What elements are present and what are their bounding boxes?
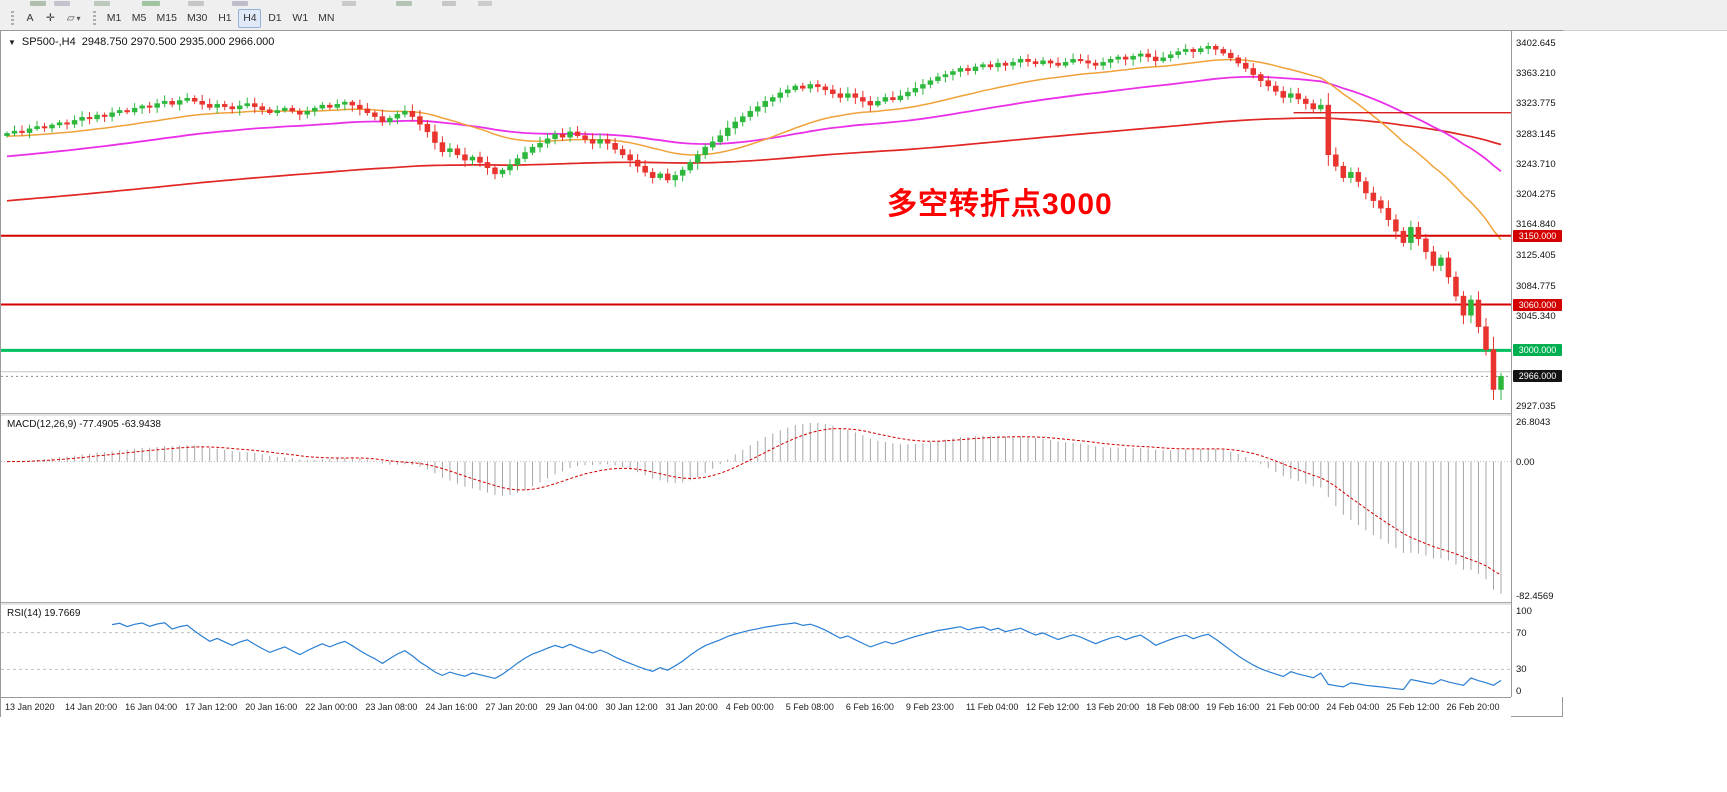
price-scale-tick: 3045.340 — [1516, 310, 1556, 322]
main-chart-pane[interactable]: ▼ SP500-,H4 2948.750 2970.500 2935.000 2… — [1, 31, 1511, 413]
pane-splitter[interactable] — [1, 602, 1562, 605]
price-scale-tick: 3283.145 — [1516, 129, 1556, 141]
time-tick: 5 Feb 08:00 — [785, 702, 834, 712]
time-tick: 26 Feb 20:00 — [1446, 702, 1500, 712]
price-tag-3150.000: 3150.000 — [1513, 229, 1562, 242]
symbol-label: SP500-,H4 — [21, 36, 76, 48]
draw-tools-dropdown[interactable]: ▱ ▾ — [61, 9, 87, 28]
rsi-label: RSI(14) 19.7669 — [7, 608, 81, 619]
timeframe-button-m1[interactable]: M1 — [103, 9, 126, 28]
text-tool-button[interactable]: A — [20, 9, 40, 28]
time-tick: 6 Feb 16:00 — [845, 702, 894, 712]
time-tick: 24 Feb 04:00 — [1326, 702, 1380, 712]
price-scale-tick: 3125.405 — [1516, 249, 1556, 261]
chart-toolbar-row: A ✛ ▱ ▾ M1 M5 M15 M30 H1 H4 D1 W1 MN — [0, 7, 340, 29]
rsi-chart[interactable] — [1, 605, 1511, 697]
timeframe-button-m5[interactable]: M5 — [128, 9, 151, 28]
time-tick: 18 Feb 08:00 — [1146, 702, 1200, 712]
current-price-tag: 2966.000 — [1513, 370, 1562, 383]
time-tick: 17 Jan 12:00 — [185, 702, 238, 712]
timeframe-button-d1[interactable]: D1 — [263, 9, 286, 28]
candlestick-chart[interactable] — [1, 31, 1511, 413]
time-tick: 24 Jan 16:00 — [425, 702, 478, 712]
time-tick: 25 Feb 12:00 — [1386, 702, 1440, 712]
macd-signal-line — [6, 428, 1502, 576]
chart-title: ▼ SP500-,H4 2948.750 2970.500 2935.000 2… — [8, 36, 274, 48]
slow-ma-red — [6, 117, 1502, 202]
time-tick: 12 Feb 12:00 — [1026, 702, 1080, 712]
rsi-scale-tick: 100 — [1516, 606, 1532, 617]
price-scale-tick: 3243.710 — [1516, 159, 1556, 171]
time-tick: 9 Feb 23:00 — [905, 702, 954, 712]
timeframe-button-h1[interactable]: H1 — [213, 9, 236, 28]
rsi-line — [111, 622, 1502, 691]
pane-splitter[interactable] — [1, 413, 1562, 416]
time-tick: 13 Jan 2020 — [5, 702, 55, 712]
price-scale[interactable]: 3402.645 3363.210 3323.775 3283.145 3243.710… — [1511, 31, 1564, 697]
macd-scale-tick: 26.8043 — [1516, 417, 1551, 428]
toolbar-grip[interactable] — [92, 10, 96, 26]
time-tick: 31 Jan 20:00 — [665, 702, 718, 712]
time-tick: 16 Jan 04:00 — [125, 702, 178, 712]
macd-scale-tick: 0.00 — [1516, 456, 1535, 468]
rsi-scale-tick: 70 — [1516, 627, 1527, 639]
time-tick: 13 Feb 20:00 — [1086, 702, 1140, 712]
ohlc-values: 2948.750 2970.500 2935.000 2966.000 — [81, 36, 275, 48]
time-tick: 20 Jan 16:00 — [245, 702, 298, 712]
time-tick: 29 Jan 04:00 — [545, 702, 598, 712]
price-tag-3060.000: 3060.000 — [1513, 298, 1562, 311]
annotation-text[interactable]: 多空转折点3000 — [887, 188, 1113, 221]
macd-panel[interactable]: MACD(12,26,9) -77.4905 -63.9438 — [1, 416, 1511, 602]
timeframe-button-mn[interactable]: MN — [314, 9, 338, 28]
clipped-toolbar-icons — [0, 0, 1727, 7]
price-scale-tick: 3204.275 — [1516, 189, 1556, 201]
chart-window: ▼ SP500-,H4 2948.750 2970.500 2935.000 2… — [0, 30, 1564, 718]
price-scale-tick: 3363.210 — [1516, 67, 1556, 79]
timeframe-button-w1[interactable]: W1 — [288, 9, 312, 28]
chart-menu-icon[interactable]: ▼ — [8, 37, 16, 47]
price-tag-3000.000: 3000.000 — [1513, 344, 1562, 357]
chevron-down-icon: ▾ — [76, 13, 81, 23]
macd-scale-tick: -82.4569 — [1516, 591, 1554, 602]
timeframe-button-m15[interactable]: M15 — [153, 9, 181, 28]
time-tick: 19 Feb 16:00 — [1206, 702, 1260, 712]
time-axis[interactable]: 13 Jan 2020 14 Jan 20:00 16 Jan 04:00 17 Ja… — [1, 697, 1511, 718]
shapes-icon: ▱ — [66, 12, 75, 24]
timeframe-button-h4[interactable]: H4 — [238, 8, 262, 28]
time-tick: 21 Feb 00:00 — [1266, 702, 1320, 712]
price-scale-tick: 2927.035 — [1516, 401, 1556, 413]
price-scale-tick: 3084.775 — [1516, 280, 1556, 292]
time-tick: 22 Jan 00:00 — [305, 702, 358, 712]
rsi-scale-tick: 30 — [1516, 664, 1527, 676]
time-tick: 30 Jan 12:00 — [605, 702, 658, 712]
price-scale-tick: 3164.840 — [1516, 219, 1556, 231]
fast-ma-orange — [6, 58, 1502, 241]
time-tick: 23 Jan 08:00 — [365, 702, 418, 712]
macd-label: MACD(12,26,9) -77.4905 -63.9438 — [7, 419, 161, 430]
rsi-panel[interactable]: RSI(14) 19.7669 — [1, 605, 1511, 697]
mid-ma-magenta — [6, 75, 1502, 173]
timeframe-button-m30[interactable]: M30 — [183, 9, 211, 28]
macd-chart[interactable] — [1, 416, 1511, 602]
price-scale-tick: 3323.775 — [1516, 97, 1556, 109]
rsi-scale-tick: 0 — [1516, 686, 1522, 697]
toolbar-grip[interactable] — [11, 10, 14, 26]
time-tick: 14 Jan 20:00 — [65, 702, 118, 712]
time-tick: 4 Feb 00:00 — [725, 702, 774, 712]
time-tick: 11 Feb 04:00 — [965, 702, 1019, 712]
toolbar: A ✛ ▱ ▾ M1 M5 M15 M30 H1 H4 D1 W1 MN — [0, 0, 1727, 31]
crosshair-tool-button[interactable]: ✛ — [40, 9, 61, 28]
price-scale-tick: 3402.645 — [1516, 37, 1556, 49]
time-tick: 27 Jan 20:00 — [485, 702, 538, 712]
